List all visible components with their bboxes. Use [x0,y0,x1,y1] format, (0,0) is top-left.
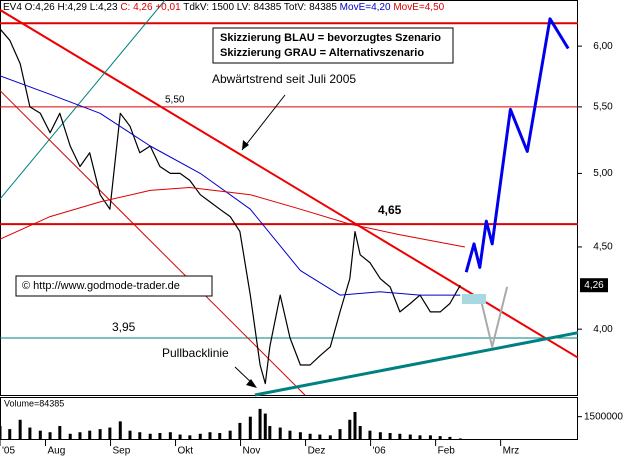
level-label: 5,50 [165,95,185,106]
volume-bar [388,433,392,440]
volume-tick-label: 1500000 [584,411,623,422]
y-tick-label: 5,00 [593,168,613,179]
volume-bar [108,427,112,440]
series-line [0,28,461,385]
volume-bar [418,435,422,440]
volume-bar [18,419,22,440]
volume-bar [128,430,132,440]
legend-text: Skizzierung BLAU = bevorzugtes Szenario [220,32,441,44]
copyright-box [15,275,213,297]
volume-bar [158,433,162,440]
trend-line [478,286,509,348]
volume-bar [58,426,62,440]
trend-line [0,90,306,396]
volume-bar [278,427,282,440]
volume-bar [138,432,142,440]
header-close: C: 4,26 +0,01 [120,2,181,13]
volume-bar [358,426,362,440]
volume-bar [398,433,402,440]
volume-bar [318,434,322,440]
trend-line [254,331,579,397]
volume-bar [288,430,292,440]
header-ma2: MovE=4,50 [393,2,444,13]
volume-bar [148,433,152,440]
arrow [241,94,286,151]
series-line [0,75,461,296]
volume-bar [268,426,272,440]
volume-bar [238,422,242,440]
volume-bar [78,432,82,440]
arrow-head [246,379,257,388]
legend-box [212,27,454,64]
x-tick-label: '06 [373,446,386,457]
level-label: 3,95 [112,320,136,334]
volume-bar [88,430,92,440]
x-tick-label: '05 [2,446,15,457]
volume-bar [438,436,442,440]
y-tick-label: 6,00 [593,41,613,52]
volume-bar [338,429,342,440]
volume-bar [308,433,312,440]
price-tag-label: 4,26 [584,280,604,291]
volume-bar [68,433,72,440]
volume-label: Volume=84385 [4,398,64,408]
volume-bar [0,426,2,440]
header: EV4 O:4,26 H:4,29 L:4,23 C: 4,26 +0,01 T… [3,2,445,13]
trend-line [464,17,570,273]
x-tick-label: Aug [48,446,66,457]
volume-bar [408,434,412,440]
x-tick-label: Mrz [503,446,520,457]
copyright: © http://www.godmode-trader.de [22,280,180,292]
volume-bar [263,413,267,440]
x-tick-label: Okt [178,446,194,457]
volume-bar [198,433,202,440]
series-line [0,187,465,248]
legend-text: Skizzierung GRAU = Alternativszenario [220,47,424,59]
volume-bar [98,429,102,440]
volume-bar [208,432,212,440]
scenario-box [462,294,486,304]
x-tick-label: Feb [438,446,456,457]
header-volume: TdkV: 1500 LV: 84385 TotV: 84385 [183,2,337,13]
volume-bar [178,434,182,440]
y-tick-label: 4,50 [593,242,613,253]
arrow-head [242,140,249,150]
volume-bar [448,436,452,440]
volume-bar [378,432,382,440]
volume-bar [428,435,432,440]
x-tick-label: Dez [308,446,326,457]
volume-bar [458,438,462,440]
y-tick-label: 4,00 [593,324,613,335]
volume-bar [298,432,302,440]
volume-bar [258,408,262,440]
volume-bar [348,419,352,440]
level-label: 4,65 [378,203,402,217]
volume-bar [28,427,32,440]
x-tick-label: Sep [113,446,131,457]
volume-bar [248,416,252,440]
volume-bar [218,433,222,440]
header-ma1: MovE=4,20 [340,2,391,13]
price-panel [0,0,578,396]
volume-bar [168,432,172,440]
annotation: Pullbacklinie [162,346,229,360]
annotation: Abwärtstrend seit Juli 2005 [212,72,356,86]
trend-line [0,0,166,200]
volume-bar [38,430,42,440]
volume-bar [8,429,12,440]
volume-bar [368,430,372,440]
volume-bar [188,435,192,440]
header-ohl: EV4 O:4,26 H:4,29 L:4,23 [3,2,118,13]
volume-bar [118,421,122,440]
volume-bar [228,430,232,440]
price-tag [580,278,608,293]
volume-bar [353,412,357,440]
volume-bar [328,435,332,440]
volume-bar [48,432,52,440]
y-tick-label: 5,50 [593,102,613,113]
x-tick-label: Nov [243,446,261,457]
